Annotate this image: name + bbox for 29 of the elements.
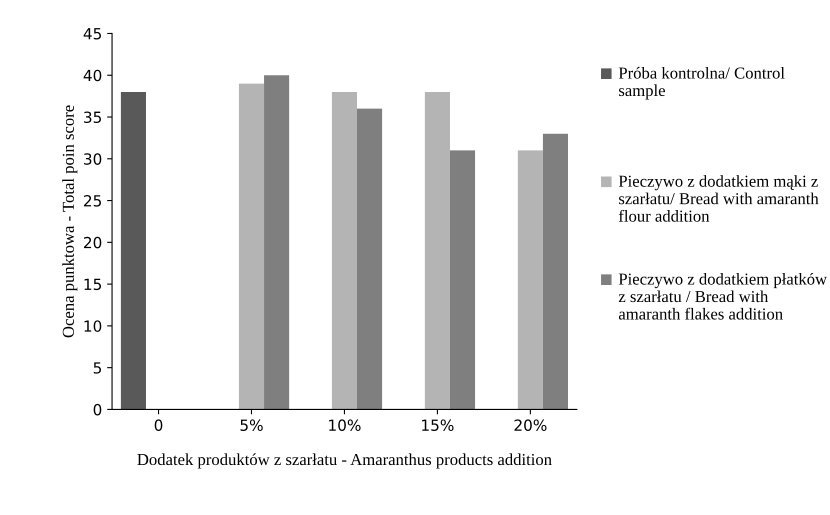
legend-label: Próba kontrolna/ Control sample xyxy=(618,66,785,100)
bar xyxy=(518,150,543,410)
y-tick-label: 30 xyxy=(84,153,102,165)
y-tick-label: 15 xyxy=(84,278,101,290)
x-tick-label: 0 xyxy=(154,419,162,431)
x-tick-label: 20% xyxy=(514,419,547,431)
bar xyxy=(120,92,146,410)
bar xyxy=(332,92,357,410)
y-axis-title: Ocena punktowa - Total poin score xyxy=(62,105,78,338)
legend-label: Pieczywo z dodatkiem płatków z szarłatu / Bread with amaranth flakes addition xyxy=(618,272,828,320)
y-tick-label: 0 xyxy=(94,404,102,416)
y-tick-label: 10 xyxy=(84,320,102,332)
y-tick-label: 35 xyxy=(84,111,101,124)
x-tick-label: 15% xyxy=(422,419,454,431)
x-tick-label: 5% xyxy=(240,419,263,431)
bar xyxy=(357,108,382,410)
bar xyxy=(238,84,264,410)
bar xyxy=(450,150,476,410)
y-tick-label: 20 xyxy=(84,236,102,248)
legend-label: Pieczywo z dodatkiem mąki z szarłatu/ Bread with amaranth flour addition xyxy=(618,175,819,222)
y-tick-label: 5 xyxy=(94,362,101,374)
y-tick-label: 40 xyxy=(84,70,102,82)
bar xyxy=(264,75,290,410)
x-tick-label: 10% xyxy=(329,419,361,431)
y-tick-label: 25 xyxy=(84,195,101,207)
bar xyxy=(424,92,450,410)
x-axis-title: Dodatek produktów z szarłatu - Amaranthus products addition xyxy=(137,453,552,469)
bar xyxy=(542,134,568,410)
y-tick-label: 45 xyxy=(84,28,101,40)
